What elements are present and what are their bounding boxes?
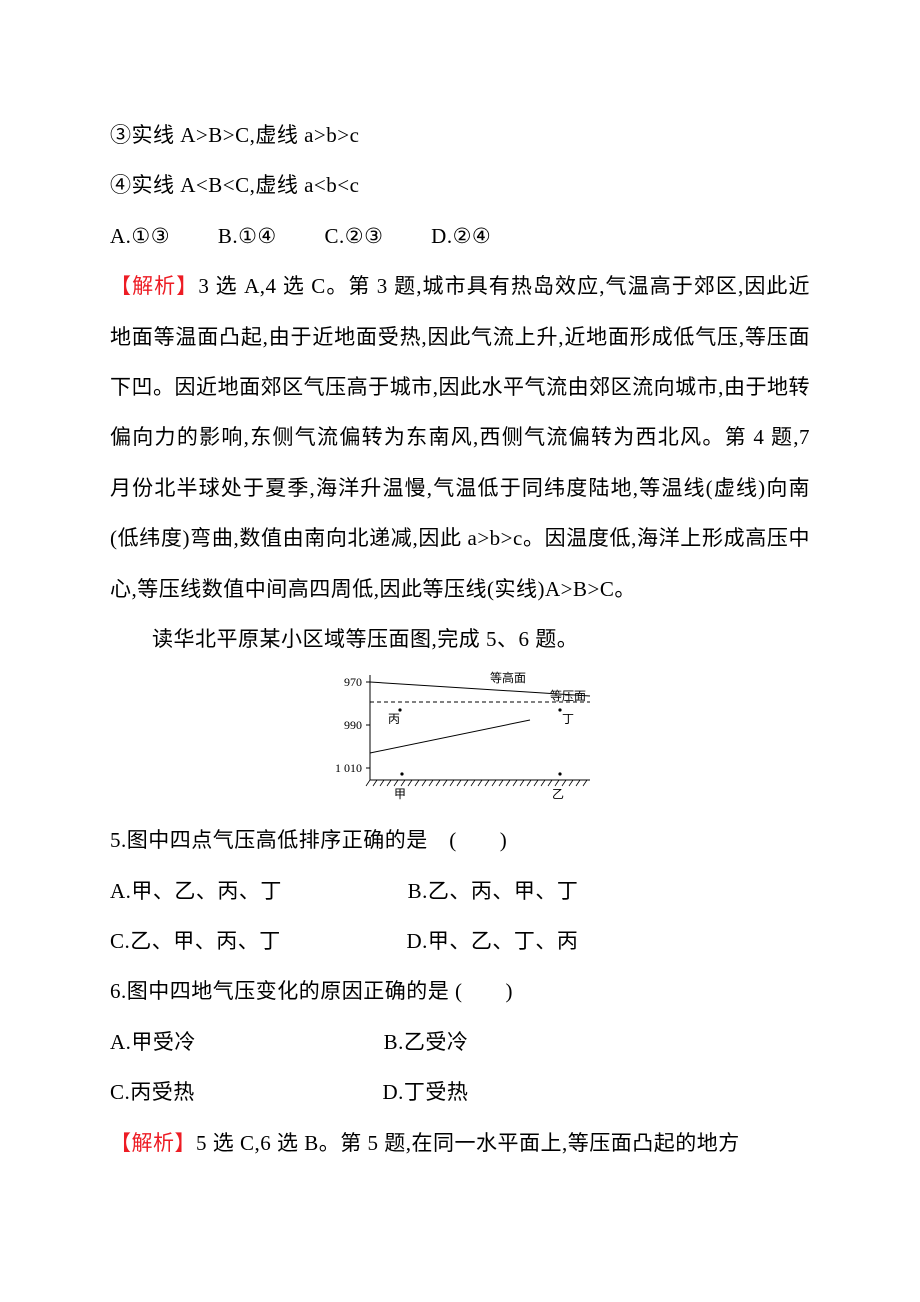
q6-opt-a: A.甲受冷: [110, 1030, 196, 1054]
svg-text:等压面: 等压面: [550, 689, 586, 703]
analysis-label: 【解析】: [110, 274, 198, 298]
statement-4: ④实线 A<B<C,虚线 a<b<c: [110, 160, 810, 210]
q5-opt-c: C.乙、甲、丙、丁: [110, 929, 281, 953]
q5-stem: 5.图中四点气压高低排序正确的是 ( ): [110, 815, 810, 865]
svg-text:甲: 甲: [394, 787, 406, 800]
q5-row1: A.甲、乙、丙、丁 B.乙、丙、甲、丁: [110, 866, 810, 916]
opt-a: A.①③: [110, 224, 170, 248]
analysis-3-4: 【解析】3 选 A,4 选 C。第 3 题,城市具有热岛效应,气温高于郊区,因此…: [110, 261, 810, 614]
q6-stem: 6.图中四地气压变化的原因正确的是 ( ): [110, 966, 810, 1016]
opt-c: C.②③: [325, 224, 384, 248]
q5-opt-b: B.乙、丙、甲、丁: [408, 879, 579, 903]
q5-opt-a: A.甲、乙、丙、丁: [110, 879, 282, 903]
opt-d: D.②④: [431, 224, 491, 248]
q6-row2: C.丙受热 D.丁受热: [110, 1067, 810, 1117]
options-q3q4: A.①③ B.①④ C.②③ D.②④: [110, 211, 810, 261]
svg-text:丙: 丙: [388, 712, 400, 726]
q5-row2: C.乙、甲、丙、丁 D.甲、乙、丁、丙: [110, 916, 810, 966]
opt-b: B.①④: [218, 224, 277, 248]
analysis-5-6: 【解析】5 选 C,6 选 B。第 5 题,在同一水平面上,等压面凸起的地方: [110, 1118, 810, 1168]
q6-row1: A.甲受冷 B.乙受冷: [110, 1017, 810, 1067]
q6-opt-c: C.丙受热: [110, 1080, 195, 1104]
prompt-5-6: 读华北平原某小区域等压面图,完成 5、6 题。: [110, 614, 810, 664]
svg-text:乙: 乙: [552, 787, 564, 800]
q5-opt-d: D.甲、乙、丁、丙: [407, 929, 579, 953]
svg-text:970: 970: [344, 675, 362, 689]
statement-3: ③实线 A>B>C,虚线 a>b>c: [110, 110, 810, 160]
svg-text:1 010: 1 010: [335, 761, 362, 775]
q6-opt-d: D.丁受热: [383, 1080, 469, 1104]
analysis-body-2: 5 选 C,6 选 B。第 5 题,在同一水平面上,等压面凸起的地方: [196, 1131, 740, 1155]
pressure-diagram: 970 990 1 010 等高面等压面丙 丁甲 乙: [110, 670, 810, 805]
svg-text:990: 990: [344, 718, 362, 732]
q6-opt-b: B.乙受冷: [384, 1030, 469, 1054]
analysis-label-2: 【解析】: [110, 1131, 196, 1155]
analysis-body: 3 选 A,4 选 C。第 3 题,城市具有热岛效应,气温高于郊区,因此近地面等…: [110, 274, 810, 600]
svg-text:等高面: 等高面: [490, 670, 526, 685]
svg-text:丁: 丁: [562, 712, 574, 726]
